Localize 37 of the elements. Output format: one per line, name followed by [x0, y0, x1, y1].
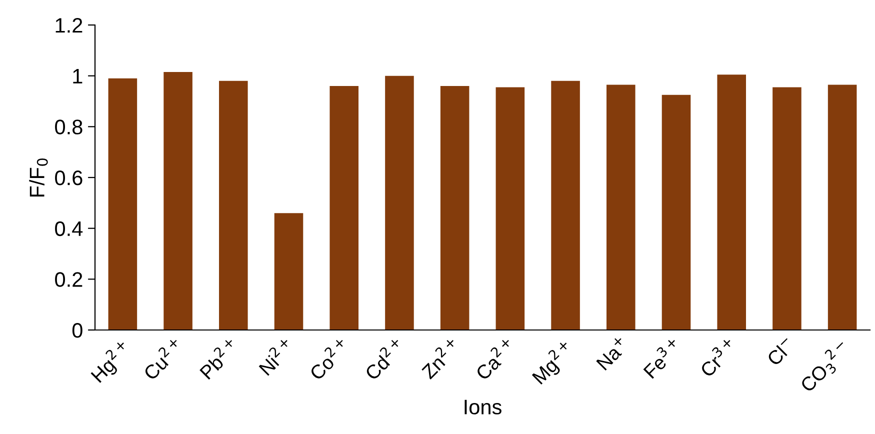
y-tick-label: 0.2 — [55, 272, 82, 287]
bar — [164, 72, 192, 330]
x-tick-label: Co$^{2+}$ — [306, 336, 351, 381]
x-tick-label: Ca$^{2+}$ — [472, 336, 517, 381]
x-tick-label: Fe$^{3+}$ — [640, 336, 683, 379]
x-tick-label: Zn$^{2+}$ — [418, 336, 462, 380]
bar — [440, 86, 470, 330]
bar — [385, 76, 414, 330]
bar — [828, 84, 857, 330]
bar — [551, 80, 580, 330]
y-tick-label: 1.2 — [56, 18, 82, 33]
bar — [108, 78, 138, 330]
y-tick-label: 0.8 — [55, 120, 82, 134]
x-tick-label: Cu$^{2+}$ — [140, 336, 185, 381]
y-tick-label: 0.4 — [55, 221, 83, 236]
y-tick-label: 0.6 — [55, 170, 82, 186]
bar — [606, 84, 636, 330]
x-tick-label: Mg$^{2+}$ — [528, 338, 578, 388]
y-axis-title: F/F$_{0}$ — [29, 158, 48, 197]
bar — [330, 86, 358, 330]
x-tick-label: Na$^{+}$ — [594, 336, 630, 371]
x-tick-label: Cd$^{2+}$ — [362, 336, 406, 381]
x-tick-label: Cl$^{−}$ — [766, 336, 796, 366]
y-tick-label: 1 — [73, 69, 82, 84]
y-tick-label: 0 — [72, 323, 82, 338]
bar — [717, 74, 746, 330]
x-tick-label: Pb$^{2+}$ — [196, 336, 240, 380]
bar — [219, 80, 248, 330]
x-tick-label: Cr$^{3+}$ — [696, 336, 738, 378]
x-tick-label: Ni$^{2+}$ — [256, 336, 296, 376]
bar — [496, 87, 525, 330]
x-tick-label: CO$_{3}$$^{2−}$ — [796, 338, 854, 396]
x-tick-label: Hg$^{2+}$ — [88, 338, 135, 386]
x-axis-title: Ions — [464, 400, 502, 414]
bar — [772, 87, 802, 330]
bar — [662, 94, 691, 330]
bar — [274, 213, 304, 330]
